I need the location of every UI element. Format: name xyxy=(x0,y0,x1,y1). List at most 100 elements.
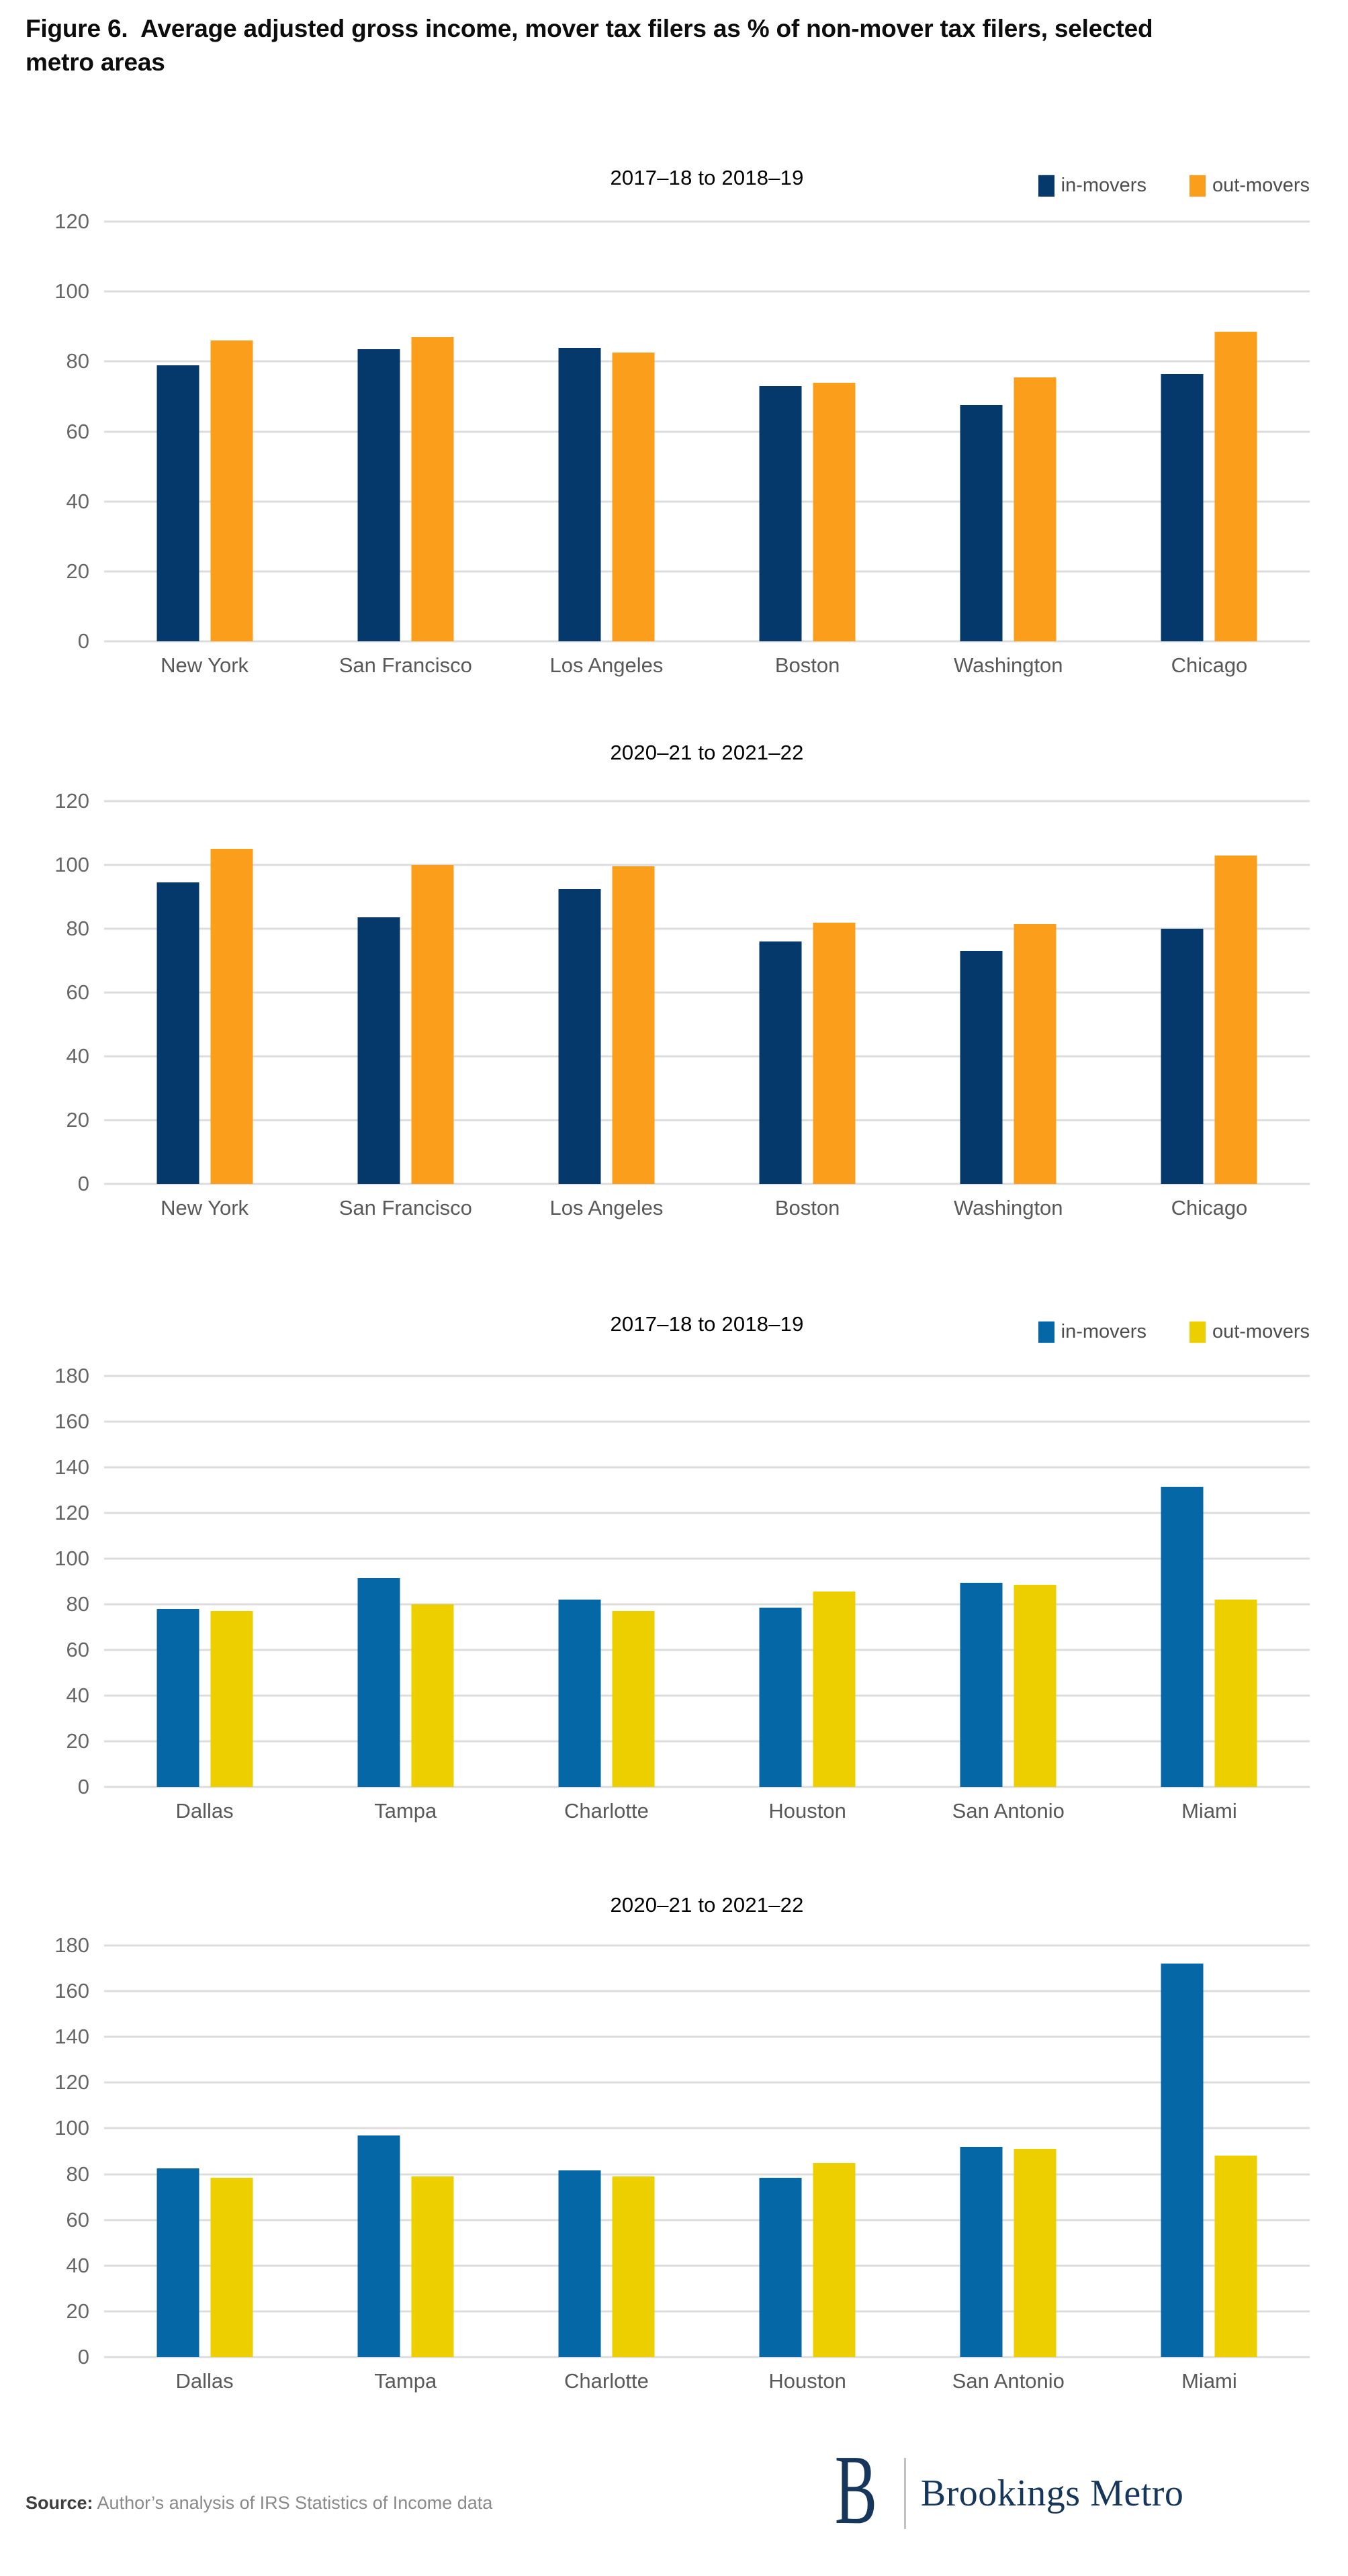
category-band-dallas xyxy=(104,1376,305,1787)
source-text: Author’s analysis of IRS Statistics of I… xyxy=(93,2493,493,2513)
category-band-los-angeles xyxy=(506,801,707,1184)
y-tick-label: 20 xyxy=(66,1108,89,1132)
bar-pair xyxy=(357,1945,454,2357)
bar-chicago-in-movers xyxy=(1161,929,1204,1184)
bar-boston-in-movers xyxy=(759,941,802,1184)
y-tick-label: 180 xyxy=(54,1364,89,1387)
gridline xyxy=(104,1649,1310,1651)
bar-pair xyxy=(1161,1945,1257,2357)
bar-dallas-out-movers xyxy=(210,1611,253,1787)
category-band-tampa xyxy=(305,1945,506,2357)
bar-pair xyxy=(960,1376,1057,1787)
y-tick-label: 120 xyxy=(54,789,89,813)
y-tick-label: 80 xyxy=(66,917,89,940)
category-label-washington: Washington xyxy=(953,1196,1063,1220)
legend-label: in-movers xyxy=(1061,174,1147,196)
bar-pair xyxy=(759,1376,856,1787)
category-band-boston xyxy=(707,222,908,641)
plot-area: 0 20 40 60 80 100 120 140 160 180 xyxy=(54,1364,1310,1798)
bar-san-antonio-in-movers xyxy=(960,2146,1003,2357)
chart-header: 2017–18 to 2018–19 in-movers out-movers xyxy=(104,166,1310,198)
bar-san-francisco-in-movers xyxy=(357,917,400,1184)
y-tick-label: 60 xyxy=(66,419,89,443)
gridline xyxy=(104,1944,1310,1947)
bar-boston-out-movers xyxy=(813,922,856,1184)
legend-label: out-movers xyxy=(1212,1320,1310,1342)
bar-tampa-in-movers xyxy=(357,2135,400,2357)
bar-pair xyxy=(759,222,856,641)
category-label-tampa: Tampa xyxy=(374,2369,437,2393)
bar-new-york-out-movers xyxy=(210,849,253,1184)
bar-houston-in-movers xyxy=(759,1608,802,1787)
plot-area: 0 20 40 60 80 100 120 140 160 180 xyxy=(54,1933,1310,2368)
brookings-metro-wordmark: Brookings Metro xyxy=(920,2473,1184,2514)
gridline xyxy=(104,570,1310,573)
y-tick-label: 140 xyxy=(54,1455,89,1479)
y-tick-label: 40 xyxy=(66,1684,89,1708)
bar-charlotte-in-movers xyxy=(558,1600,601,1787)
category-label-new-york: New York xyxy=(161,653,249,677)
y-tick-label: 100 xyxy=(54,1547,89,1570)
bar-miami-in-movers xyxy=(1161,1486,1204,1787)
y-tick-label: 100 xyxy=(54,2116,89,2140)
bar-houston-out-movers xyxy=(813,2162,856,2357)
bar-new-york-in-movers xyxy=(156,882,199,1184)
gridline xyxy=(104,360,1310,363)
category-label-charlotte: Charlotte xyxy=(564,2369,649,2393)
category-band-washington xyxy=(908,801,1109,1184)
gridline xyxy=(104,1420,1310,1423)
bar-los-angeles-in-movers xyxy=(558,888,601,1184)
chart-title: 2017–18 to 2018–19 xyxy=(610,1312,804,1336)
y-tick-label: 60 xyxy=(66,980,89,1004)
legend-item-in-movers: in-movers xyxy=(1038,175,1147,197)
bar-charlotte-out-movers xyxy=(612,1611,655,1787)
bar-dallas-in-movers xyxy=(156,2168,199,2357)
y-tick-label: 80 xyxy=(66,349,89,373)
bar-los-angeles-in-movers xyxy=(558,347,601,641)
category-band-san-francisco xyxy=(305,801,506,1184)
bar-pair xyxy=(558,1376,655,1787)
category-label-new-york: New York xyxy=(161,1196,249,1220)
bar-san-antonio-out-movers xyxy=(1014,2149,1057,2357)
chart-header: 2020–21 to 2021–22 xyxy=(104,741,1310,773)
bar-pair xyxy=(1161,801,1257,1184)
bar-new-york-out-movers xyxy=(210,340,253,641)
bar-los-angeles-out-movers xyxy=(612,866,655,1184)
gridline xyxy=(104,290,1310,293)
bar-pair xyxy=(156,1945,253,2357)
bar-san-antonio-out-movers xyxy=(1014,1585,1057,1787)
x-axis-category-labels: New York San Francisco Los Angeles Boston Wa… xyxy=(104,1196,1310,1220)
gridline xyxy=(104,991,1310,994)
category-label-miami: Miami xyxy=(1181,2369,1237,2393)
bar-boston-out-movers xyxy=(813,382,856,641)
bar-san-francisco-in-movers xyxy=(357,349,400,641)
category-label-san-francisco: San Francisco xyxy=(339,1196,472,1220)
y-tick-label: 20 xyxy=(66,1729,89,1753)
category-label-dallas: Dallas xyxy=(175,2369,234,2393)
bar-pair xyxy=(759,1945,856,2357)
category-band-chicago xyxy=(1109,222,1310,641)
gridline xyxy=(104,2356,1310,2358)
category-band-new-york xyxy=(104,222,305,641)
category-label-san-francisco: San Francisco xyxy=(339,653,472,677)
bar-dallas-in-movers xyxy=(156,1608,199,1787)
gridline xyxy=(104,1375,1310,1377)
y-tick-label: 60 xyxy=(66,2207,89,2232)
bar-pair xyxy=(357,1376,454,1787)
chart-header: 2020–21 to 2021–22 xyxy=(104,1893,1310,1925)
chart-panel-top-metros-2020-21: 2020–21 to 2021–22 0 20 40 60 80 100 120 New Yor… xyxy=(0,729,1348,1239)
category-label-tampa: Tampa xyxy=(374,1799,437,1823)
bar-houston-out-movers xyxy=(813,1592,856,1787)
plot-area: 0 20 40 60 80 100 120 xyxy=(54,789,1310,1195)
category-band-new-york xyxy=(104,801,305,1184)
source-label: Source: xyxy=(26,2493,93,2513)
gridline xyxy=(104,1512,1310,1514)
category-label-washington: Washington xyxy=(953,653,1063,677)
y-tick-label: 0 xyxy=(77,1775,89,1798)
gridline xyxy=(104,2310,1310,2313)
y-tick-label: 120 xyxy=(54,210,89,233)
category-band-san-antonio xyxy=(908,1376,1109,1787)
category-band-san-francisco xyxy=(305,222,506,641)
gridline xyxy=(104,1466,1310,1469)
bar-san-francisco-out-movers xyxy=(411,336,454,641)
